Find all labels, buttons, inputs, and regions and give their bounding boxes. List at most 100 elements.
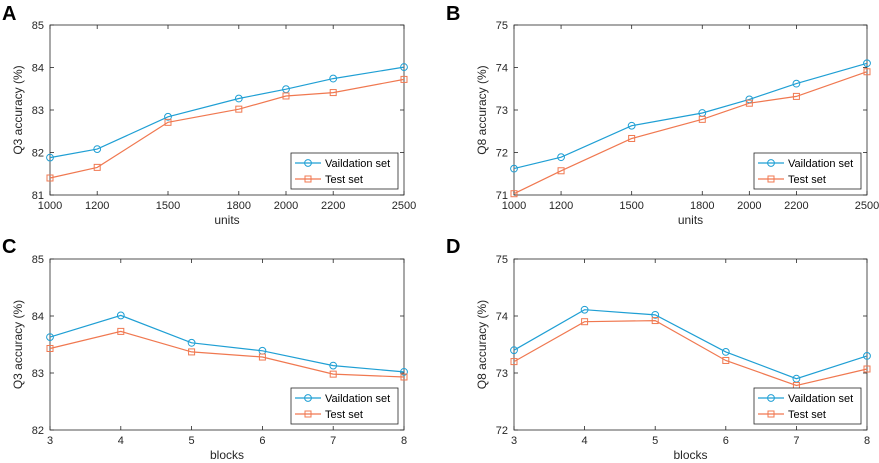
- data-point-test: [329, 89, 337, 97]
- y-tick-label: 85: [32, 20, 44, 32]
- data-point-test: [510, 190, 518, 198]
- data-point-test: [282, 92, 290, 100]
- x-tick-label: 2200: [784, 200, 808, 212]
- data-point-test: [117, 327, 125, 335]
- x-tick-label: 1000: [38, 200, 62, 212]
- data-point-test: [651, 317, 659, 325]
- legend-marker-test: [767, 175, 775, 183]
- y-tick-label: 83: [32, 105, 44, 117]
- x-tick-label: 4: [582, 435, 588, 447]
- data-point-validation: [863, 352, 871, 360]
- data-point-test: [46, 174, 54, 182]
- x-tick-label: 1500: [156, 200, 180, 212]
- legend-label-test: Test set: [788, 174, 826, 186]
- data-point-test: [46, 344, 54, 352]
- x-tick-label: 2500: [855, 200, 879, 212]
- panel-b: B 1000 1200 1500 1800 2000 2200 2500 71 72 73 74 75…: [446, 3, 879, 227]
- legend-box: [753, 387, 862, 425]
- y-axis-label: Q3 accuracy (%): [11, 300, 25, 389]
- data-point-test: [863, 365, 871, 373]
- data-point-validation: [46, 153, 54, 162]
- x-tick-label: 1500: [619, 200, 643, 212]
- y-axis-label: Q3 accuracy (%): [11, 65, 25, 154]
- data-point-validation: [580, 305, 589, 314]
- x-tick-label: 5: [652, 435, 658, 447]
- panel-letter-d: D: [446, 236, 460, 258]
- x-tick-label: 1200: [85, 200, 109, 212]
- series-line-validation: [49, 314, 405, 373]
- panel-letter-b: B: [446, 3, 460, 25]
- panel-d: D 3 4 5 6 7 8 72 73 74 75 blocks Q8 accuracy (%) Vai…: [446, 236, 871, 462]
- data-point-test: [329, 370, 337, 378]
- y-tick-label: 84: [32, 311, 44, 323]
- x-tick-label: 1800: [227, 200, 251, 212]
- data-point-validation: [863, 59, 871, 68]
- y-tick-label: 75: [496, 20, 508, 32]
- x-tick-label: 2500: [392, 200, 416, 212]
- panel-c: C 3 4 5 6 7 8 82 83 84 85 blocks Q3 accuracy (%) Vai…: [2, 236, 408, 462]
- series-line-validation: [513, 62, 868, 170]
- y-tick-label: 74: [496, 63, 508, 75]
- data-point-test: [188, 348, 196, 356]
- x-tick-label: 2200: [321, 200, 345, 212]
- data-point-validation: [187, 338, 196, 347]
- data-point-test: [581, 318, 589, 326]
- series-line-test: [49, 78, 405, 179]
- data-point-validation: [234, 94, 243, 103]
- y-tick-label: 73: [496, 105, 508, 117]
- data-point-test: [400, 75, 408, 83]
- axes-box: [49, 258, 405, 431]
- data-point-validation: [400, 367, 408, 376]
- y-tick-label: 82: [32, 425, 44, 437]
- data-point-validation: [510, 346, 518, 355]
- y-tick-label: 71: [496, 190, 508, 202]
- data-point-test: [698, 115, 706, 123]
- data-point-test: [557, 167, 565, 175]
- series-line-test: [513, 319, 868, 387]
- panel-letter-c: C: [2, 236, 16, 258]
- data-point-test: [792, 92, 800, 100]
- legend-label-test: Test set: [788, 409, 826, 421]
- data-point-validation: [792, 79, 801, 88]
- legend-box: [753, 152, 862, 190]
- data-point-test: [628, 134, 636, 142]
- data-point-test: [863, 68, 871, 76]
- data-point-validation: [557, 153, 565, 162]
- legend-label-test: Test set: [325, 174, 363, 186]
- y-tick-label: 72: [496, 148, 508, 160]
- y-tick-label: 75: [496, 254, 508, 266]
- data-point-validation: [164, 112, 172, 121]
- legend-label-test: Test set: [325, 409, 363, 421]
- x-axis-label: blocks: [210, 448, 244, 462]
- data-point-test: [258, 353, 266, 361]
- y-axis-label: Q8 accuracy (%): [475, 65, 489, 154]
- data-point-validation: [651, 310, 660, 319]
- legend-box: [290, 387, 399, 425]
- panel-a: A 1000 1200 1500 1800 2000 2200 2500 81 82 83 84 85…: [2, 3, 416, 227]
- data-point-test: [745, 99, 753, 107]
- y-tick-label: 84: [32, 63, 44, 75]
- x-tick-label: 3: [511, 435, 517, 447]
- x-tick-label: 3: [47, 435, 53, 447]
- y-axis-label: Q8 accuracy (%): [475, 300, 489, 389]
- legend-label-validation: Vaildation set: [325, 393, 390, 405]
- x-tick-label: 1200: [549, 200, 573, 212]
- panel-letter-a: A: [2, 3, 16, 25]
- x-tick-label: 2000: [274, 200, 298, 212]
- y-tick-label: 82: [32, 148, 44, 160]
- x-axis-label: blocks: [673, 448, 707, 462]
- series-line-test: [513, 71, 868, 195]
- legend-box: [290, 152, 399, 190]
- y-tick-label: 83: [32, 368, 44, 380]
- data-point-validation: [510, 164, 518, 173]
- legend-label-validation: Vaildation set: [325, 158, 390, 170]
- data-point-validation: [400, 63, 408, 71]
- legend-marker-test: [304, 410, 312, 418]
- legend-marker-validation: [767, 394, 775, 402]
- x-tick-label: 6: [723, 435, 729, 447]
- legend-marker-validation: [304, 394, 312, 402]
- data-point-test: [722, 356, 730, 364]
- data-point-test: [400, 373, 408, 381]
- x-tick-label: 4: [118, 435, 124, 447]
